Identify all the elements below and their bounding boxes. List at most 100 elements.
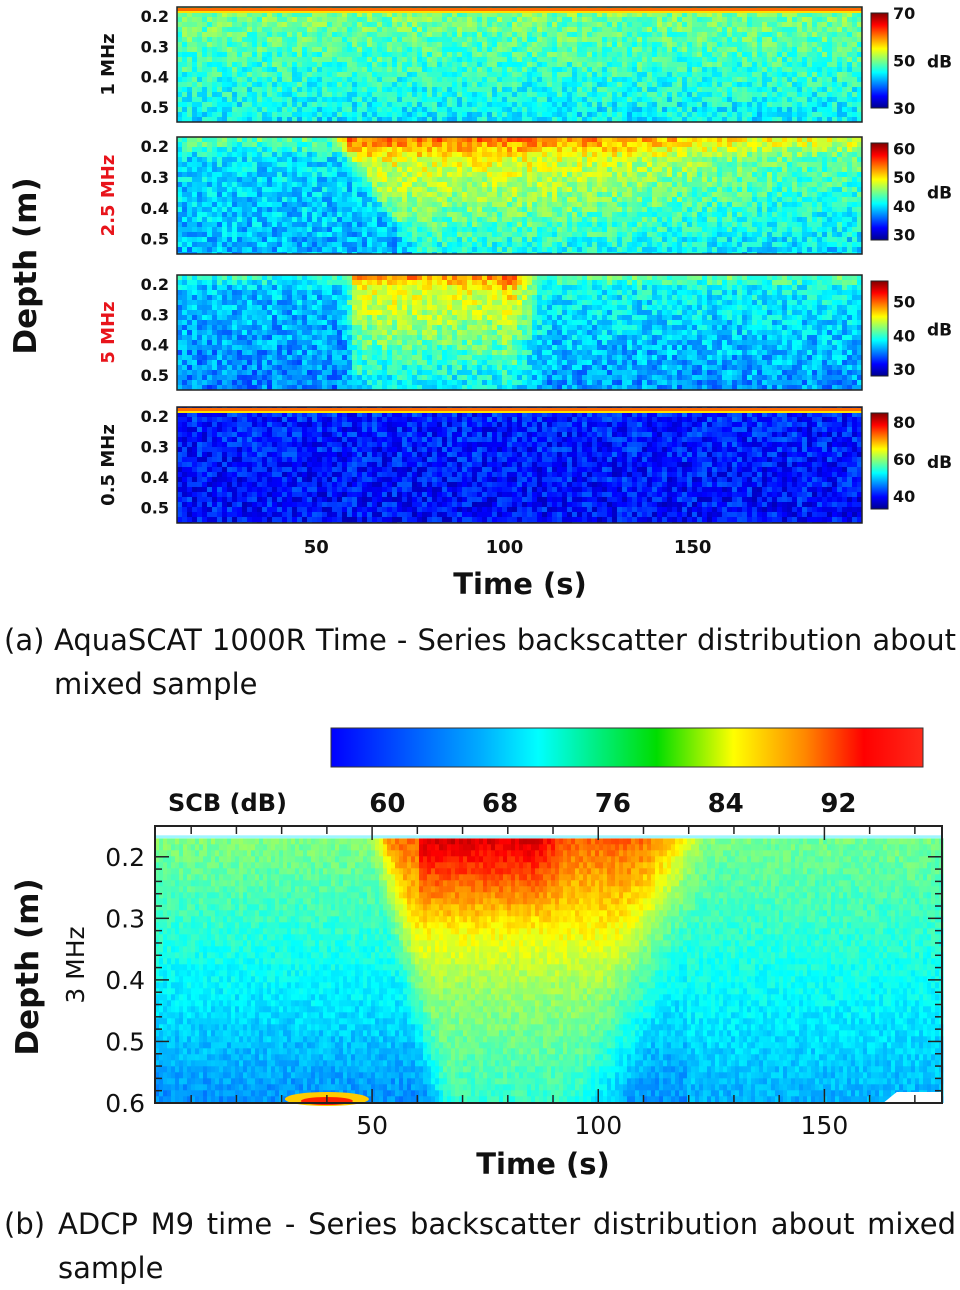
heatmap-cell [317,17,323,23]
heatmap-cell [287,32,293,38]
heatmap-cell [572,17,578,23]
heatmap-cell [542,97,548,103]
heatmap-cell [737,22,743,28]
heatmap-cell [272,27,278,33]
heatmap-cell [522,97,528,103]
heatmap-cell [672,67,678,73]
heatmap-cell [357,37,363,43]
heatmap-cell [717,92,723,98]
heatmap-cell [457,87,463,93]
heatmap-cell [317,57,323,63]
heatmap-cell [527,102,533,108]
heatmap-cell [282,102,288,108]
heatmap-cell [252,92,258,98]
heatmap-cell [342,82,348,88]
heatmap-cell [812,62,818,68]
heatmap-cell [742,27,748,33]
heatmap-cell [337,52,343,58]
heatmap-cell [442,77,448,83]
heatmap-cell [257,42,263,48]
heatmap-cell [732,87,738,93]
heatmap-cell [732,42,738,48]
heatmap-cell [302,97,308,103]
heatmap-cell [662,22,668,28]
heatmap-cell [422,92,428,98]
heatmap-cell [757,57,763,63]
heatmap-cell [442,37,448,43]
heatmap-cell [682,92,688,98]
heatmap-cell [817,77,823,83]
heatmap-cell [617,47,623,53]
heatmap-cell [287,42,293,48]
heatmap-cell [297,32,303,38]
heatmap-cell [587,77,593,83]
heatmap-cell [777,42,783,48]
heatmap-cell [477,22,483,28]
heatmap-cell [652,92,658,98]
heatmap-cell [497,87,503,93]
heatmap-cell [377,82,383,88]
heatmap-cell [747,52,753,58]
heatmap-cell [817,97,823,103]
heatmap-cell [452,57,458,63]
heatmap-cell [687,92,693,98]
heatmap-cell [547,32,553,38]
heatmap-cell [407,57,413,63]
heatmap-cell [387,32,393,38]
heatmap-cell [827,87,833,93]
heatmap-cell [222,102,228,108]
heatmap-cell [467,87,473,93]
heatmap-cell [637,32,643,38]
heatmap-cell [427,17,433,23]
heatmap-cell [282,27,288,33]
heatmap-cell [527,47,533,53]
heatmap-cell [567,62,573,68]
heatmap-cell [852,37,858,43]
heatmap-cell [437,102,443,108]
heatmap-cell [802,57,808,63]
heatmap-cell [632,77,638,83]
heatmap-cell [562,62,568,68]
heatmap-cell [282,37,288,43]
heatmap-cell [602,62,608,68]
heatmap-cell [257,22,263,28]
heatmap-cell [252,47,258,53]
heatmap-cell [212,72,218,78]
heatmap-cell [302,47,308,53]
heatmap-cell [787,47,793,53]
heatmap-cell [647,72,653,78]
heatmap-cell [222,97,228,103]
heatmap-cell [687,77,693,83]
heatmap-cell [547,102,553,108]
heatmap-cell [267,102,273,108]
heatmap-cell [522,62,528,68]
heatmap-cell [207,67,213,73]
heatmap-cell [202,102,208,108]
heatmap-cell [497,97,503,103]
heatmap-cell [217,52,223,58]
heatmap-cell [807,37,813,43]
heatmap-cell [782,37,788,43]
heatmap-cell [592,92,598,98]
heatmap-cell [812,82,818,88]
heatmap-cell [387,47,393,53]
heatmap-cell [607,87,613,93]
heatmap-cell [567,17,573,23]
heatmap-cell [352,42,358,48]
heatmap-cell [247,102,253,108]
heatmap-cell [222,52,228,58]
heatmap-cell [662,32,668,38]
heatmap-cell [267,27,273,33]
heatmap-cell [527,52,533,58]
heatmap-cell [587,37,593,43]
heatmap-cell [722,87,728,93]
heatmap-cell [747,77,753,83]
heatmap-cell [387,82,393,88]
heatmap-cell [742,97,748,103]
heatmap-cell [242,67,248,73]
heatmap-cell [827,77,833,83]
heatmap-cell [507,27,513,33]
heatmap-cell [572,42,578,48]
heatmap-cell [457,17,463,23]
heatmap-cell [362,37,368,43]
